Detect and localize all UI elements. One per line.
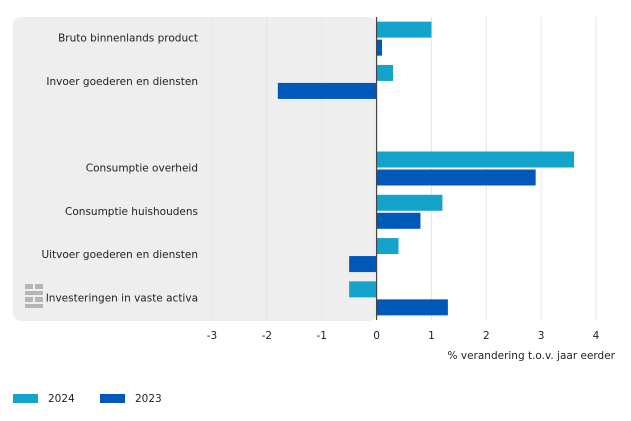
x-axis-title: % verandering t.o.v. jaar eerder: [448, 350, 616, 362]
bar: [376, 151, 575, 168]
bar: [376, 39, 383, 56]
x-tick-label: 3: [538, 330, 545, 342]
bar: [349, 281, 377, 298]
bar: [376, 169, 536, 186]
legend-swatch: [100, 394, 125, 403]
y-tick-label: Consumptie huishoudens: [65, 206, 198, 218]
x-tick-label: 0: [373, 330, 380, 342]
x-tick-label: 2: [483, 330, 490, 342]
x-tick-label: -3: [207, 330, 217, 342]
bar: [376, 21, 432, 38]
bar: [376, 64, 394, 81]
bar: [376, 212, 421, 229]
bar: [349, 256, 377, 273]
bar: [376, 299, 448, 316]
y-tick-label: Uitvoer goederen en diensten: [41, 249, 198, 261]
legend-label: 2024: [48, 393, 75, 405]
x-tick-label: 1: [428, 330, 435, 342]
y-tick-label: Invoer goederen en diensten: [46, 76, 198, 88]
bar: [376, 238, 399, 255]
x-tick-label: -1: [316, 330, 326, 342]
x-tick-label: 4: [593, 330, 600, 342]
y-tick-label: Investeringen in vaste activa: [46, 292, 198, 304]
logo: [25, 284, 43, 308]
legend-label: 2023: [135, 393, 162, 405]
y-tick-label: Bruto binnenlands product: [58, 33, 198, 45]
x-tick-label: -2: [262, 330, 272, 342]
y-tick-label: Consumptie overheid: [86, 163, 198, 175]
bar: [376, 194, 443, 211]
bar: [277, 82, 377, 99]
legend-swatch: [13, 394, 38, 403]
